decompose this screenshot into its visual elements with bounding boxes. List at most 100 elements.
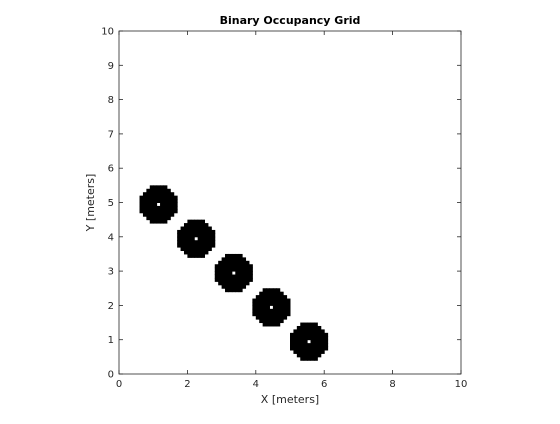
occupied-cell — [310, 353, 315, 358]
occupied-cell — [266, 322, 270, 327]
occupied-cell — [211, 229, 216, 234]
occupied-cell — [153, 185, 158, 190]
occupied-cell — [242, 284, 247, 289]
occupied-cell — [272, 295, 277, 300]
occupied-cell — [204, 240, 209, 245]
occupied-cell — [272, 312, 277, 317]
occupied-cell — [245, 271, 250, 276]
occupied-cell — [160, 188, 164, 193]
occupied-cell — [225, 260, 229, 265]
occupied-cell — [276, 322, 281, 327]
occupied-cell — [201, 219, 205, 224]
occupied-cell — [160, 199, 164, 203]
occupied-cell — [252, 298, 257, 303]
occupied-cell — [262, 295, 267, 300]
occupied-cell — [242, 260, 247, 265]
occupied-cell — [245, 260, 250, 265]
occupied-cell — [166, 212, 171, 217]
occupied-cell — [187, 240, 192, 245]
occupied-cell — [283, 305, 288, 310]
occupied-cell — [170, 212, 175, 217]
occupied-cell — [235, 284, 240, 289]
occupied-cell — [303, 325, 308, 330]
occupied-cell — [225, 274, 229, 279]
occupied-cell — [197, 219, 202, 224]
occupied-cell — [197, 247, 202, 252]
occupied-cell — [139, 199, 144, 203]
occupied-cell — [300, 339, 305, 344]
x-tick-label: 10 — [455, 379, 468, 390]
occupied-cell — [231, 281, 236, 286]
occupied-cell — [279, 308, 284, 313]
occupied-cell — [324, 346, 329, 351]
occupied-cell — [266, 288, 270, 293]
occupied-cell — [166, 216, 171, 221]
occupied-cell — [272, 291, 277, 296]
occupied-cell — [228, 288, 233, 293]
occupied-cell — [139, 205, 144, 210]
occupied-cell — [310, 336, 315, 341]
occupied-cell — [300, 329, 305, 334]
occupied-cell — [235, 274, 240, 279]
occupied-cell — [201, 247, 205, 252]
occupied-cell — [320, 349, 325, 354]
occupied-cell — [310, 356, 315, 361]
occupied-cell — [221, 271, 226, 276]
occupied-cell — [225, 264, 229, 269]
occupied-cell — [307, 343, 312, 348]
occupied-cell — [149, 219, 154, 224]
occupied-cell — [279, 295, 284, 300]
occupied-cell — [180, 229, 185, 234]
x-tick-label: 0 — [116, 379, 122, 390]
occupied-cell — [204, 243, 209, 248]
occupied-cell — [166, 195, 171, 200]
occupied-cell — [153, 199, 158, 203]
occupied-cell — [183, 229, 188, 234]
occupied-cell — [177, 240, 182, 245]
occupied-cell — [190, 229, 195, 234]
occupied-cell — [242, 264, 247, 269]
occupied-cell — [194, 229, 199, 234]
occupied-cell — [320, 346, 325, 351]
occupied-cell — [286, 305, 291, 310]
occupied-cell — [218, 274, 223, 279]
occupied-cell — [194, 223, 199, 228]
occupied-cell — [276, 312, 281, 317]
occupied-cell — [286, 298, 291, 303]
occupied-cell — [266, 315, 270, 320]
occupied-cell — [300, 356, 305, 361]
occupied-cell — [197, 240, 202, 245]
occupied-cell — [149, 205, 154, 210]
occupied-cell — [272, 315, 277, 320]
occupied-cell — [317, 332, 322, 337]
chart-title: Binary Occupancy Grid — [220, 14, 361, 27]
occupied-cell — [245, 281, 250, 286]
occupied-cell — [183, 247, 188, 252]
occupied-cell — [170, 199, 175, 203]
occupied-cell — [166, 199, 171, 203]
occupied-cell — [194, 233, 199, 238]
occupied-cell — [320, 329, 325, 334]
occupied-cell — [142, 202, 147, 207]
occupied-cell — [183, 250, 188, 255]
occupied-cell — [310, 339, 315, 344]
y-tick-label: 6 — [108, 164, 114, 175]
occupied-cell — [320, 339, 325, 344]
y-tick-label: 1 — [108, 335, 114, 346]
occupied-cell — [248, 274, 253, 279]
occupied-cell — [214, 271, 219, 276]
occupied-cell — [204, 247, 209, 252]
x-tick-label: 2 — [184, 379, 190, 390]
occupied-cell — [231, 264, 236, 269]
occupied-cell — [307, 329, 312, 334]
occupied-cell — [187, 253, 192, 258]
occupied-cell — [252, 312, 257, 317]
occupied-cell — [272, 298, 277, 303]
occupied-cell — [190, 226, 195, 231]
occupied-cell — [221, 284, 226, 289]
occupied-cell — [310, 325, 315, 330]
occupied-cell — [218, 267, 223, 272]
occupied-cell — [183, 226, 188, 231]
occupied-cell — [313, 343, 318, 348]
